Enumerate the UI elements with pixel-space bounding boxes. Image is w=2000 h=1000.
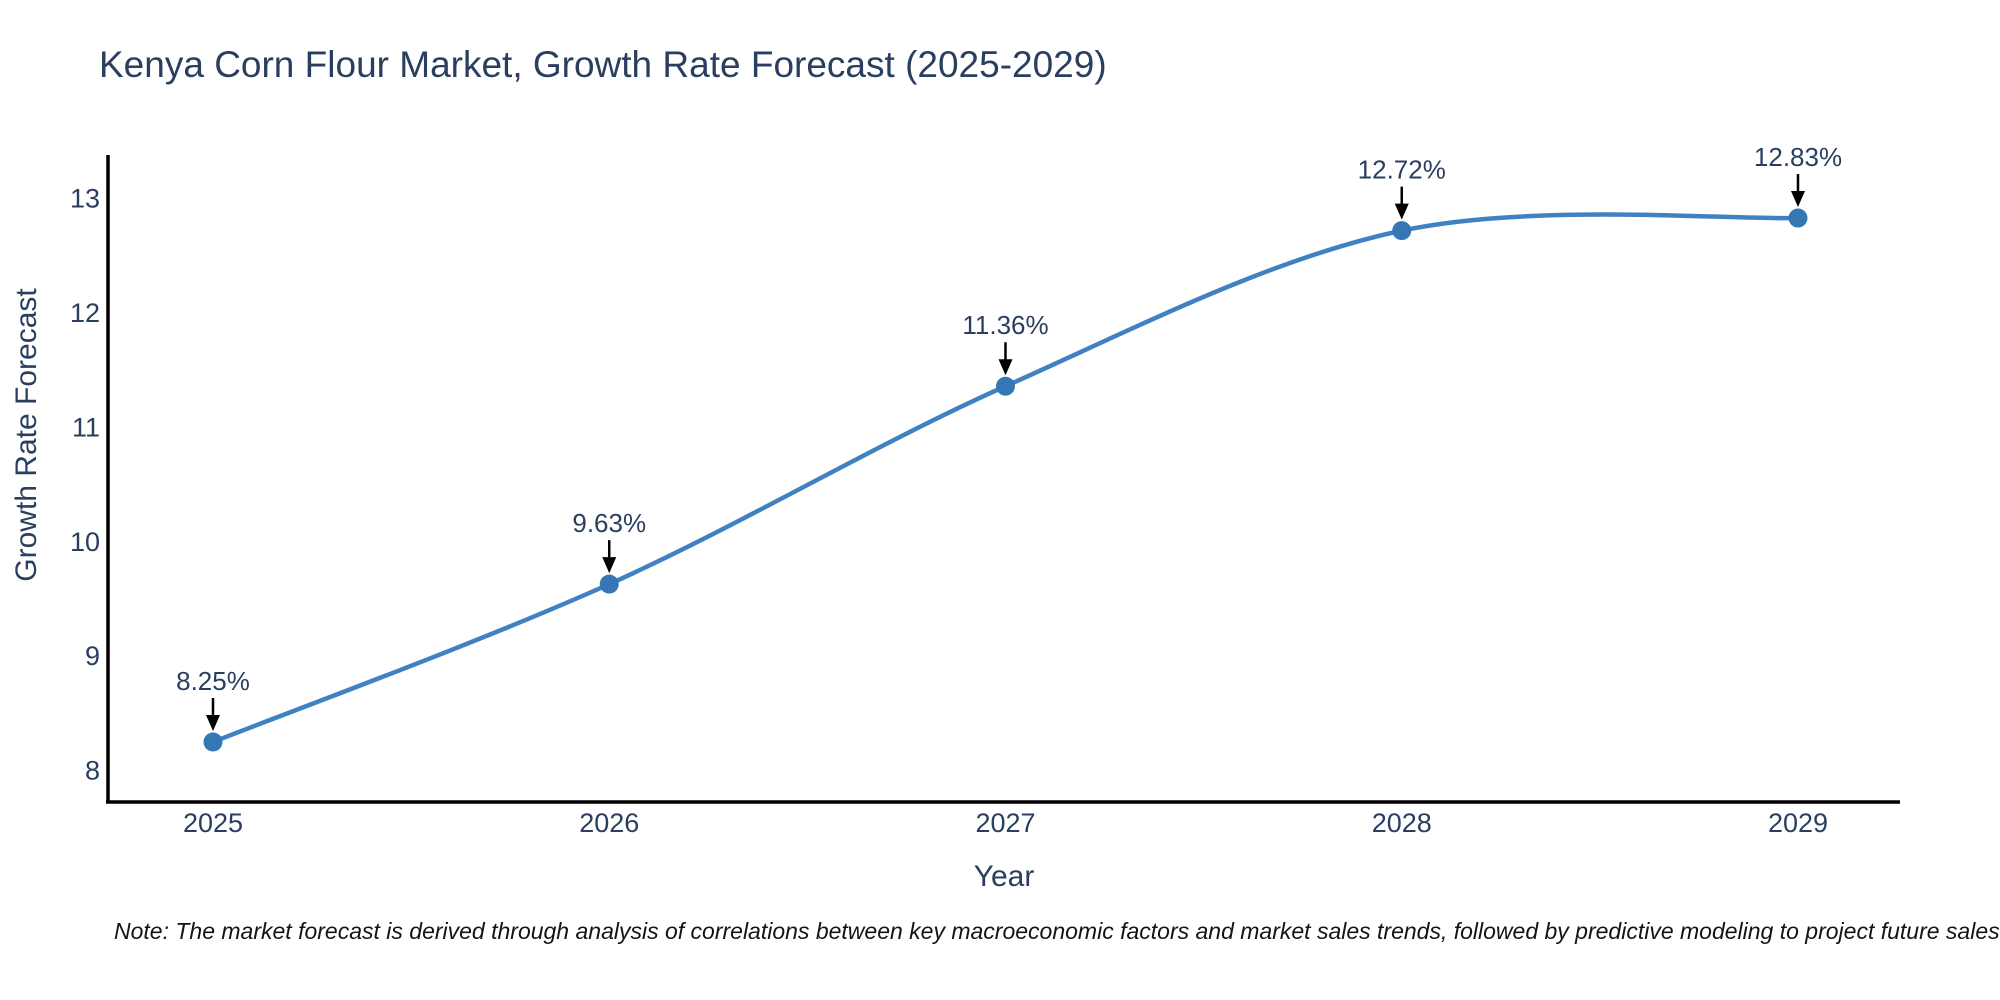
data-marker[interactable] bbox=[599, 574, 619, 594]
data-point-2025[interactable]: 8.25% bbox=[176, 666, 250, 752]
y-tick-label: 9 bbox=[85, 641, 100, 671]
y-tick-label: 13 bbox=[70, 184, 100, 214]
data-point-2027[interactable]: 11.36% bbox=[962, 310, 1049, 396]
series-line bbox=[210, 212, 1801, 745]
y-tick-label: 11 bbox=[72, 412, 100, 442]
point-label: 12.72% bbox=[1358, 155, 1446, 185]
chart-note: Note: The market forecast is derived thr… bbox=[114, 918, 2000, 944]
point-label: 9.63% bbox=[572, 508, 646, 538]
x-axis-title: Year bbox=[974, 860, 1035, 893]
chart-title: Kenya Corn Flour Market, Growth Rate For… bbox=[99, 44, 1107, 85]
annotation-arrowhead bbox=[206, 715, 220, 731]
y-axis-title: Growth Rate Forecast bbox=[10, 288, 43, 582]
annotation-arrowhead bbox=[1394, 203, 1409, 220]
point-label: 8.25% bbox=[176, 666, 250, 696]
x-tick-label: 2026 bbox=[579, 808, 639, 838]
data-point-2026[interactable]: 9.63% bbox=[572, 508, 646, 594]
x-tick-label: 2025 bbox=[183, 808, 243, 838]
point-label: 12.83% bbox=[1754, 142, 1842, 172]
x-tick-label: 2028 bbox=[1372, 808, 1432, 838]
x-tick-label: 2029 bbox=[1768, 808, 1828, 838]
data-marker[interactable] bbox=[1788, 208, 1808, 228]
data-marker[interactable] bbox=[203, 732, 223, 752]
x-axis-ticks: 2025 2026 2027 2028 2029 bbox=[183, 808, 1828, 838]
annotation-arrowhead bbox=[1791, 191, 1805, 208]
data-marker[interactable] bbox=[1392, 221, 1412, 241]
data-marker[interactable] bbox=[996, 376, 1015, 396]
y-tick-label: 10 bbox=[70, 527, 100, 557]
annotation-arrowhead bbox=[602, 557, 617, 574]
y-axis-ticks: 8 9 10 11 12 13 bbox=[70, 184, 100, 786]
y-tick-label: 8 bbox=[85, 756, 100, 786]
point-label: 11.36% bbox=[962, 310, 1048, 340]
annotation-arrowhead bbox=[998, 359, 1013, 376]
y-tick-label: 12 bbox=[70, 298, 100, 328]
data-point-2028[interactable]: 12.72% bbox=[1358, 155, 1446, 241]
data-point-2029[interactable]: 12.83% bbox=[1754, 142, 1842, 228]
x-tick-label: 2027 bbox=[975, 808, 1035, 838]
